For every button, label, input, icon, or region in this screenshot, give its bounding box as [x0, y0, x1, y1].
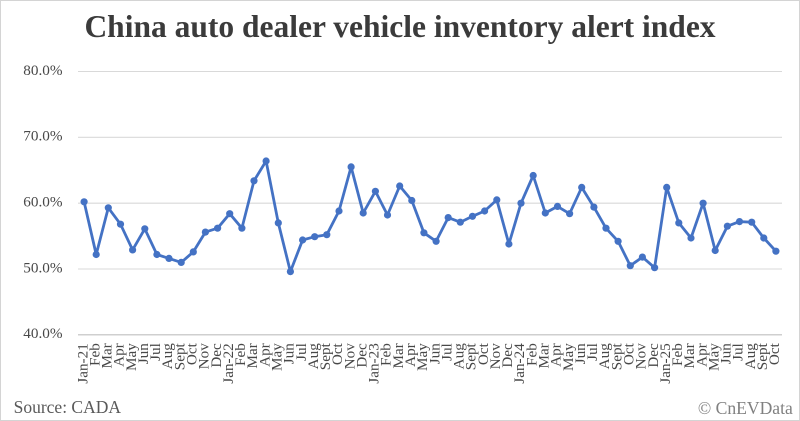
svg-text:Oct: Oct: [766, 342, 783, 365]
svg-text:Aug: Aug: [159, 343, 176, 370]
svg-text:40.0%: 40.0%: [23, 325, 63, 342]
svg-text:Mar: Mar: [536, 343, 553, 368]
svg-text:Apr: Apr: [402, 343, 419, 367]
svg-text:Dec: Dec: [208, 343, 225, 368]
svg-text:Mar: Mar: [681, 343, 698, 368]
svg-text:Jun: Jun: [572, 343, 589, 365]
svg-text:Sept: Sept: [463, 342, 480, 370]
svg-text:Mar: Mar: [244, 343, 261, 368]
svg-text:Oct: Oct: [184, 342, 201, 365]
svg-text:Jun: Jun: [426, 343, 443, 365]
svg-text:Nov: Nov: [487, 343, 504, 370]
svg-text:Jan-22: Jan-22: [220, 343, 237, 384]
svg-text:Nov: Nov: [633, 343, 650, 370]
svg-text:Feb: Feb: [232, 343, 249, 366]
svg-text:Jun: Jun: [135, 343, 152, 365]
svg-text:Oct: Oct: [621, 342, 638, 365]
svg-text:Apr: Apr: [548, 343, 565, 367]
svg-text:Mar: Mar: [99, 343, 116, 368]
svg-text:Sept: Sept: [317, 342, 334, 370]
svg-text:May: May: [414, 343, 431, 371]
svg-text:Feb: Feb: [523, 343, 540, 366]
svg-text:Jan-21: Jan-21: [74, 343, 91, 384]
svg-text:Jul: Jul: [293, 343, 310, 361]
svg-text:Aug: Aug: [451, 343, 468, 370]
svg-text:Jul: Jul: [584, 343, 601, 361]
svg-text:Jan-25: Jan-25: [657, 343, 674, 384]
svg-text:Apr: Apr: [111, 343, 128, 367]
svg-text:Apr: Apr: [693, 343, 710, 367]
svg-text:70.0%: 70.0%: [23, 128, 63, 145]
svg-text:Sept: Sept: [171, 342, 188, 370]
svg-text:Oct: Oct: [475, 342, 492, 365]
svg-text:Jun: Jun: [281, 343, 298, 365]
svg-text:Aug: Aug: [596, 343, 613, 370]
svg-text:Jun: Jun: [718, 343, 735, 365]
svg-text:Dec: Dec: [353, 343, 370, 368]
svg-text:Mar: Mar: [390, 343, 407, 368]
svg-text:May: May: [269, 343, 286, 371]
svg-text:Feb: Feb: [378, 343, 395, 366]
svg-text:Dec: Dec: [499, 343, 516, 368]
svg-text:50.0%: 50.0%: [23, 259, 63, 276]
svg-text:Oct: Oct: [329, 342, 346, 365]
svg-text:60.0%: 60.0%: [23, 194, 63, 211]
svg-text:Aug: Aug: [305, 343, 322, 370]
svg-text:Sept: Sept: [608, 342, 625, 370]
svg-text:Nov: Nov: [196, 343, 213, 370]
svg-text:Jan-24: Jan-24: [511, 343, 528, 384]
svg-text:May: May: [123, 343, 140, 371]
svg-text:Aug: Aug: [742, 343, 759, 370]
svg-text:Dec: Dec: [645, 343, 662, 368]
svg-text:Jul: Jul: [147, 343, 164, 361]
svg-text:Jan-23: Jan-23: [366, 343, 383, 384]
svg-text:Sept: Sept: [754, 342, 771, 370]
svg-text:Feb: Feb: [669, 343, 686, 366]
svg-text:Feb: Feb: [86, 343, 103, 366]
svg-text:Jul: Jul: [438, 343, 455, 361]
svg-text:May: May: [705, 343, 722, 371]
svg-text:Jul: Jul: [730, 343, 747, 361]
svg-text:May: May: [560, 343, 577, 371]
svg-text:80.0%: 80.0%: [23, 62, 63, 79]
svg-text:Nov: Nov: [341, 343, 358, 370]
svg-text:Apr: Apr: [256, 343, 273, 367]
